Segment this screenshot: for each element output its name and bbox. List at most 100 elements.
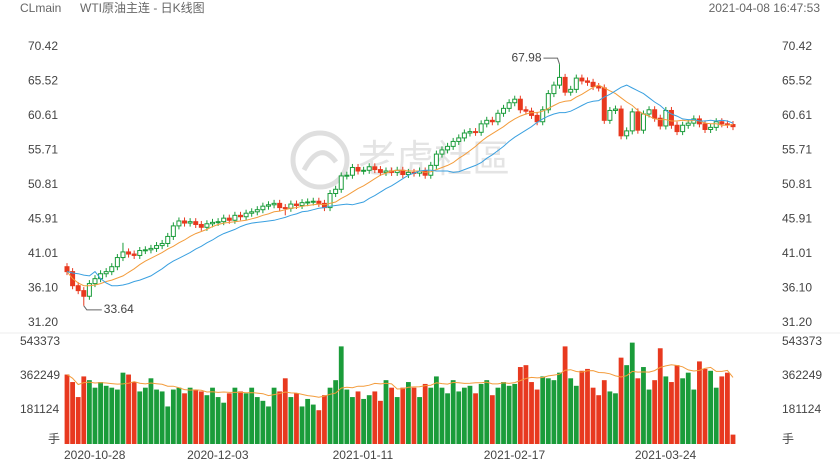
candle-body <box>551 84 557 95</box>
y-tick-label: 55.71 <box>28 143 58 157</box>
volume-bar <box>641 367 646 444</box>
candle-body <box>685 122 691 126</box>
volume-ma-line <box>66 364 734 398</box>
candle-body <box>355 166 361 172</box>
low-leader <box>83 305 102 311</box>
candle-body <box>114 257 120 268</box>
candle-body <box>75 285 81 292</box>
x-tick-label: 2021-03-24 <box>635 448 697 462</box>
volume-bar <box>383 380 389 444</box>
candle-body <box>624 130 630 137</box>
candle-body <box>657 117 663 127</box>
candle-body <box>607 109 613 121</box>
volume-bar <box>629 342 635 444</box>
volume-bar <box>249 387 255 444</box>
candle-body <box>523 109 529 112</box>
volume-bar <box>607 391 613 444</box>
watermark-logo <box>290 130 350 190</box>
candle-body <box>674 124 680 133</box>
volume-bar <box>131 382 137 444</box>
volume-unit-right: 手 <box>782 432 794 446</box>
volume-bar <box>473 393 478 444</box>
volume-bar <box>456 391 462 444</box>
volume-bar <box>98 382 103 444</box>
candle-body <box>366 166 372 171</box>
volume-bar <box>142 387 148 444</box>
y-tick-label-right: 50.81 <box>782 177 812 191</box>
candle-body <box>484 119 490 125</box>
volume-bar <box>159 391 165 444</box>
candle-body <box>265 204 271 207</box>
candle-body <box>232 214 238 221</box>
volume-bar <box>305 398 311 444</box>
x-tick-label: 2020-12-03 <box>187 448 249 462</box>
y-tick-label-right: 60.61 <box>782 108 812 122</box>
volume-bar <box>697 361 702 444</box>
candle-body <box>579 77 585 82</box>
volume-bar <box>445 393 450 444</box>
y-tick-label-right: 41.01 <box>782 246 812 260</box>
candle-body <box>293 203 299 206</box>
volume-bar <box>165 406 171 444</box>
volume-bar <box>277 391 283 444</box>
ma-line <box>66 84 734 287</box>
candle-body <box>305 201 311 204</box>
candle-body <box>204 223 210 228</box>
candle-body <box>361 169 367 172</box>
candle-body <box>601 87 607 121</box>
volume-bar <box>254 397 260 444</box>
volume-bar <box>545 378 551 444</box>
y-tick-label: 50.81 <box>28 177 58 191</box>
volume-bar <box>333 380 339 444</box>
high-leader <box>543 57 560 65</box>
candle-body <box>249 211 255 214</box>
candle-body <box>333 188 339 195</box>
volume-bar <box>126 374 131 444</box>
y-tick-label-right: 36.10 <box>782 281 812 295</box>
volume-bar <box>551 380 557 444</box>
volume-bar <box>215 397 221 444</box>
volume-bar <box>75 397 81 444</box>
candle-body <box>467 131 473 134</box>
candle-body <box>299 202 305 206</box>
volume-bar <box>685 372 691 444</box>
x-tick-label: 2021-01-11 <box>333 448 394 462</box>
volume-bar <box>154 389 159 444</box>
candle-body <box>372 166 378 171</box>
volume-bar <box>691 389 697 444</box>
volume-bar <box>635 378 641 444</box>
candle-body <box>271 202 277 206</box>
y-tick-label: 36.10 <box>28 281 58 295</box>
volume-bar <box>573 385 579 444</box>
y-tick-label: 65.52 <box>28 74 58 88</box>
volume-bar <box>585 368 590 444</box>
candle-body <box>640 113 646 131</box>
volume-bar <box>120 372 126 444</box>
volume-bar <box>669 382 674 444</box>
volume-bar <box>596 395 602 444</box>
ma-line <box>66 84 734 287</box>
volume-bar <box>170 389 176 444</box>
volume-bar <box>243 393 249 444</box>
x-tick-label: 2021-02-17 <box>484 448 546 462</box>
candle-body <box>646 109 652 115</box>
y-tick-label: 31.20 <box>28 315 58 329</box>
volume-bar <box>495 387 501 444</box>
candle-body <box>198 223 204 228</box>
volume-bar <box>618 357 624 444</box>
candle-body <box>568 88 574 93</box>
volume-bar <box>557 372 562 444</box>
low-annotation: 33.64 <box>104 302 134 316</box>
volume-bar <box>310 404 316 444</box>
candle-body <box>226 217 232 221</box>
volume-tick-label: 362249 <box>20 368 60 382</box>
volume-bar <box>450 380 456 444</box>
candle-body <box>456 137 462 142</box>
candle-body <box>534 114 540 123</box>
volume-tick-label-right: 362249 <box>782 368 822 382</box>
volume-bar <box>322 395 327 444</box>
volume-bar <box>478 383 484 444</box>
volume-bar <box>378 400 383 444</box>
candle-body <box>221 217 227 223</box>
